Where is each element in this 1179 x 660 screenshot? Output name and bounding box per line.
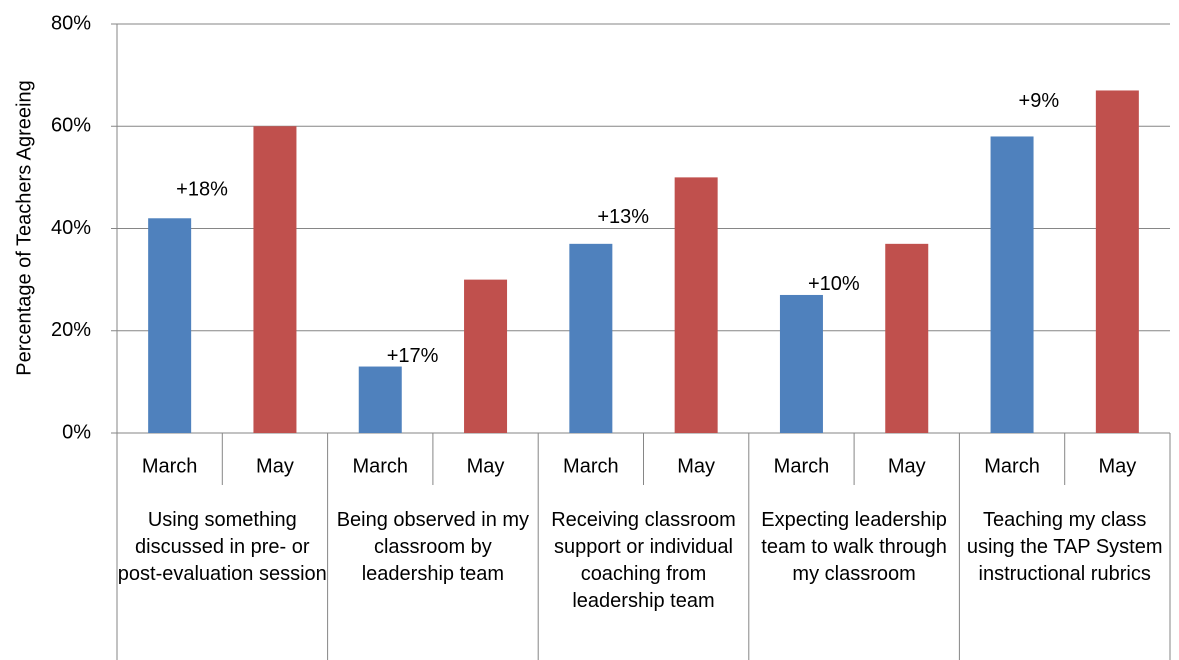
sub-category-label: May bbox=[677, 455, 715, 477]
sub-category-label: May bbox=[467, 455, 505, 477]
sub-category-label: March bbox=[774, 455, 830, 477]
bar bbox=[779, 294, 823, 433]
y-tick-label: 80% bbox=[51, 12, 91, 34]
bar bbox=[148, 218, 192, 433]
group-label: Expecting leadership team to walk throug… bbox=[761, 509, 947, 585]
y-tick-label: 60% bbox=[51, 115, 91, 137]
sub-category-label: May bbox=[888, 455, 926, 477]
group-label: Teaching my class using the TAP System i… bbox=[966, 509, 1163, 585]
annotation: +10% bbox=[808, 273, 860, 295]
group-label: Receiving classroom support or individua… bbox=[551, 509, 736, 612]
group-label: Using something discussed in pre- or pos… bbox=[117, 509, 327, 585]
annotation: +18% bbox=[176, 179, 228, 201]
annotation: +13% bbox=[597, 206, 649, 228]
bar bbox=[569, 243, 613, 433]
bar bbox=[674, 177, 718, 433]
annotation: +9% bbox=[1019, 90, 1060, 112]
bar bbox=[253, 126, 297, 433]
group-label: Being observed in my classroom by leader… bbox=[336, 509, 530, 585]
bar bbox=[358, 366, 402, 433]
sub-category-label: March bbox=[352, 455, 408, 477]
annotation: +17% bbox=[387, 345, 439, 367]
sub-category-label: March bbox=[563, 455, 619, 477]
sub-category-label: March bbox=[142, 455, 198, 477]
bar bbox=[1095, 90, 1139, 434]
sub-category-label: May bbox=[1098, 455, 1136, 477]
bar bbox=[464, 279, 508, 433]
y-tick-label: 40% bbox=[51, 217, 91, 239]
bar bbox=[990, 136, 1034, 433]
bar bbox=[885, 243, 929, 433]
y-tick-label: 20% bbox=[51, 319, 91, 341]
y-tick-label: 0% bbox=[62, 421, 91, 443]
sub-category-label: March bbox=[984, 455, 1040, 477]
y-axis-title: Percentage of Teachers Agreeing bbox=[13, 80, 35, 375]
sub-category-label: May bbox=[256, 455, 294, 477]
